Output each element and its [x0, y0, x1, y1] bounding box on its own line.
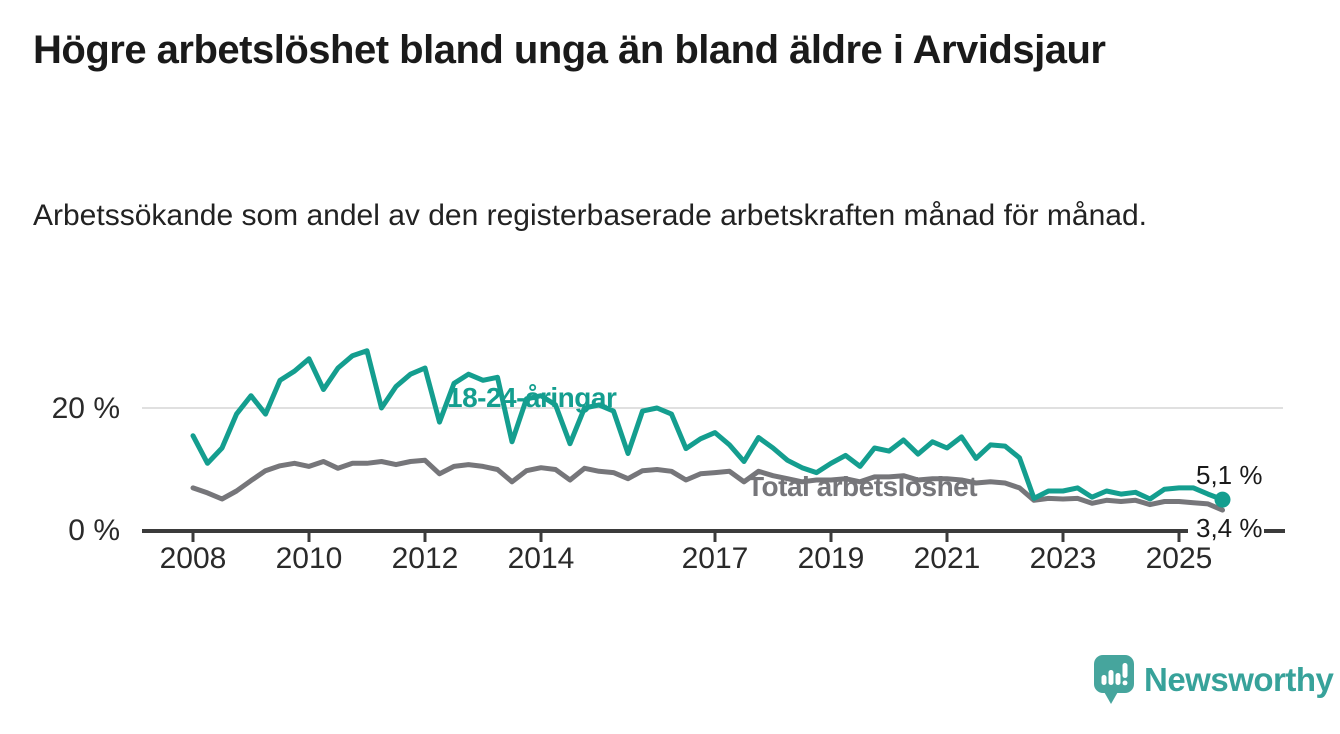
line-chart: 2008 2010 2012 2014 2017 2019 2021 2023 2025 0 % 2…	[52, 348, 1285, 575]
x-axis-label-2025: 2025	[1146, 542, 1213, 575]
logo-bar-1	[1101, 675, 1107, 685]
series-total-line	[190, 457, 1225, 513]
series-total-label: Total arbetslöshet	[747, 471, 977, 502]
newsworthy-logo-text: Newsworthy	[1144, 661, 1334, 698]
logo-exclamation-dot	[1122, 680, 1128, 686]
y-axis-label-0: 0 %	[68, 514, 120, 547]
end-label-background	[1188, 518, 1264, 542]
x-axis-label-2021: 2021	[914, 542, 981, 575]
total-end-value-label: 3,4 %	[1196, 513, 1263, 543]
newsworthy-logo-icon	[1094, 655, 1134, 704]
logo-exclamation-bar	[1122, 663, 1128, 678]
logo-bar-3	[1115, 673, 1121, 685]
x-axis-label-2017: 2017	[682, 542, 749, 575]
x-axis-label-2014: 2014	[508, 542, 575, 575]
youth-end-value-label: 5,1 %	[1196, 460, 1263, 490]
series-youth-line	[190, 348, 1225, 503]
logo-bar-2	[1108, 670, 1114, 685]
chart-title: Högre arbetslöshet bland unga än bland ä…	[33, 28, 1106, 72]
x-axis-label-2019: 2019	[798, 542, 865, 575]
x-axis-label-2010: 2010	[276, 542, 343, 575]
series-youth-end-dot	[1214, 491, 1231, 508]
x-axis-label-2008: 2008	[160, 542, 227, 575]
x-axis-label-2023: 2023	[1030, 542, 1097, 575]
chart-subtitle: Arbetssökande som andel av den registerb…	[33, 199, 1147, 232]
x-axis-label-2012: 2012	[392, 542, 459, 575]
series-youth-label: 18-24-åringar	[447, 382, 617, 413]
logo-bubble-tail	[1103, 690, 1119, 704]
y-axis-label-20: 20 %	[52, 392, 120, 425]
newsworthy-logo: Newsworthy	[1094, 654, 1334, 706]
